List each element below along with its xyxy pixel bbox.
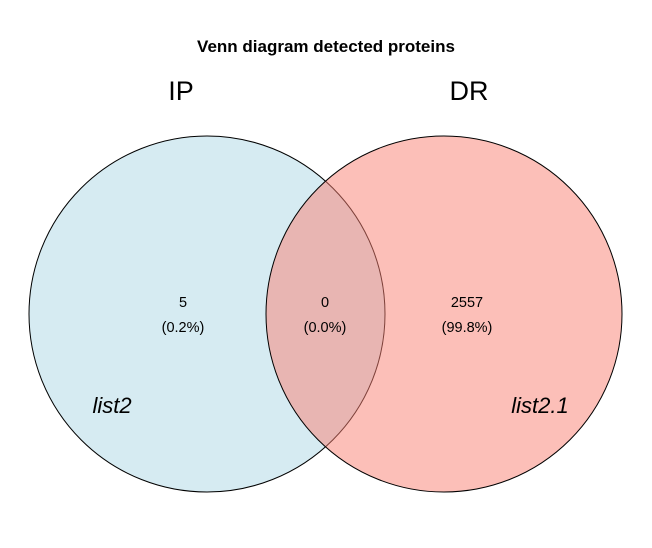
set-dr-category-label: list2.1 <box>511 393 568 418</box>
dr-only-count: 2557 <box>451 295 483 311</box>
set-dr-label: DR <box>450 76 489 106</box>
intersection-percent: (0.0%) <box>304 320 347 336</box>
ip-only-count: 5 <box>179 295 187 311</box>
set-dr-circle <box>265 135 623 493</box>
diagram-title: Venn diagram detected proteins <box>197 37 455 56</box>
dr-only-percent: (99.8%) <box>442 320 493 336</box>
ip-only-percent: (0.2%) <box>162 320 205 336</box>
set-ip-category-label: list2 <box>92 393 131 418</box>
set-ip-label: IP <box>168 76 194 106</box>
intersection-count: 0 <box>321 295 329 311</box>
